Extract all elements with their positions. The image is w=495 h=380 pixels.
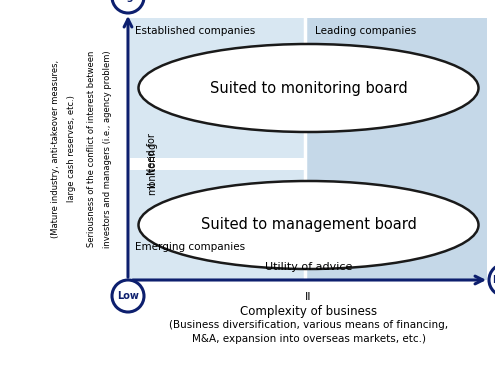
Text: Complexity of business: Complexity of business [240, 305, 377, 318]
Text: Suited to monitoring board: Suited to monitoring board [209, 81, 407, 95]
Text: Low: Low [117, 291, 139, 301]
Text: Need for: Need for [147, 133, 157, 175]
Text: (Business diversification, various means of financing,: (Business diversification, various means… [169, 320, 448, 330]
Text: High: High [115, 0, 141, 2]
Bar [130, 170, 305, 280]
Text: investors and managers (i.e., agency problem): investors and managers (i.e., agency pro… [103, 50, 112, 248]
Circle shape [489, 264, 495, 296]
Text: (Mature industry, anti-takeover measures,: (Mature industry, anti-takeover measures… [51, 60, 60, 238]
Text: II: II [147, 181, 157, 187]
Text: large cash reserves, etc.): large cash reserves, etc.) [66, 95, 76, 203]
Text: Suited to management board: Suited to management board [200, 217, 416, 233]
Text: Seriousness of the conflict of interest between: Seriousness of the conflict of interest … [88, 51, 97, 247]
Circle shape [112, 280, 144, 312]
Text: M&A, expansion into overseas markets, etc.): M&A, expansion into overseas markets, et… [192, 334, 426, 344]
Text: monitoring: monitoring [147, 141, 157, 195]
Bar [130, 18, 305, 158]
Text: Established companies: Established companies [135, 26, 255, 36]
Text: High: High [492, 275, 495, 285]
Text: Emerging companies: Emerging companies [135, 242, 245, 252]
Ellipse shape [139, 181, 479, 269]
Bar [130, 158, 305, 170]
Bar [130, 18, 487, 280]
Text: II: II [305, 292, 312, 302]
Text: Leading companies: Leading companies [315, 26, 416, 36]
Ellipse shape [139, 44, 479, 132]
Circle shape [112, 0, 144, 13]
Text: Utility of advice: Utility of advice [265, 262, 352, 272]
